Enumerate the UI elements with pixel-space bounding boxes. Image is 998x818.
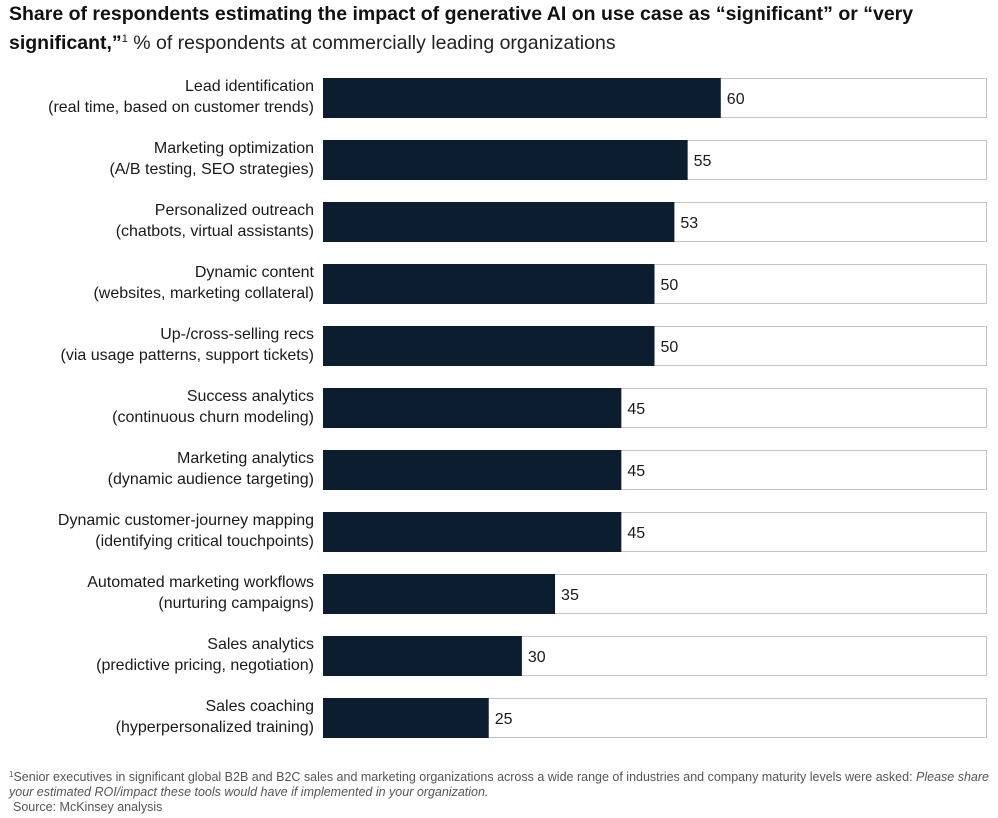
bar <box>323 512 622 552</box>
category-sublabel: (identifying critical touchpoints) <box>95 533 314 550</box>
bar-value-label: 45 <box>627 401 645 418</box>
source-note: Source: McKinsey analysis <box>13 800 163 814</box>
bar-value-label: 45 <box>627 525 645 542</box>
bar <box>323 202 675 242</box>
bar-row: 45 Success analytics (continuous churn mod… <box>112 388 987 428</box>
category-label: Success analytics <box>187 388 314 405</box>
bar-value-label: 55 <box>694 153 712 170</box>
category-sublabel: (A/B testing, SEO strategies) <box>109 161 314 178</box>
category-label: Lead identification <box>185 78 314 95</box>
category-sublabel: (dynamic audience targeting) <box>108 471 314 488</box>
category-label: Sales coaching <box>205 698 314 715</box>
bar <box>323 450 622 490</box>
bar-value-label: 53 <box>680 215 698 232</box>
bar-value-label: 50 <box>661 339 679 356</box>
bar <box>323 78 721 118</box>
bar <box>323 574 556 614</box>
footnote: 1Senior executives in significant global… <box>9 767 994 800</box>
category-sublabel: (predictive pricing, negotiation) <box>96 657 314 674</box>
bar-row: 50 Dynamic content (websites, marketing co… <box>93 264 987 304</box>
category-label: Personalized outreach <box>155 202 314 219</box>
bar-row: 30 Sales analytics (predictive pricing, ne… <box>96 636 987 676</box>
bar-row: 45 Dynamic customer-journey mapping (ident… <box>58 512 987 552</box>
footnote-question: Please share your estimated ROI/impact t… <box>9 770 989 799</box>
bar-row: 45 Marketing analytics (dynamic audience t… <box>108 450 987 490</box>
category-sublabel: (continuous churn modeling) <box>112 409 314 426</box>
category-label: Dynamic content <box>195 264 315 281</box>
bar-chart: 60 Lead identification (real time, based o… <box>48 78 987 738</box>
category-label: Up-/cross-selling recs <box>160 326 314 343</box>
footnote-marker: 1 <box>9 770 14 779</box>
bar-row: 25 Sales coaching (hyperpersonalized train… <box>116 698 987 738</box>
footnote-text: Senior executives in significant global … <box>13 770 917 784</box>
chart-title-text: Share of respondents estimating the impa… <box>9 3 914 54</box>
bar <box>323 326 655 366</box>
bar-row: 50 Up-/cross-selling recs (via usage patte… <box>61 326 987 366</box>
category-label: Sales analytics <box>207 636 314 653</box>
bar-value-label: 60 <box>727 91 745 108</box>
category-label: Automated marketing workflows <box>87 574 314 591</box>
bar <box>323 636 522 676</box>
bar-value-label: 30 <box>528 649 546 666</box>
bar-row: 60 Lead identification (real time, based o… <box>48 78 987 118</box>
bar-row: 35 Automated marketing workflows (nurturin… <box>87 574 987 614</box>
category-label: Marketing analytics <box>177 450 314 467</box>
category-sublabel: (via usage patterns, support tickets) <box>61 347 314 364</box>
bar-value-label: 50 <box>661 277 679 294</box>
chart-subtitle: % of respondents at commercially leading… <box>133 32 616 54</box>
category-sublabel: (nurturing campaigns) <box>158 595 314 612</box>
bar <box>323 140 688 180</box>
category-sublabel: (hyperpersonalized training) <box>116 719 314 736</box>
bar-row: 53 Personalized outreach (chatbots, virtua… <box>116 202 987 242</box>
category-label: Dynamic customer-journey mapping <box>58 512 314 529</box>
bar <box>323 698 489 738</box>
chart-title: Share of respondents estimating the impa… <box>9 2 989 56</box>
category-sublabel: (chatbots, virtual assistants) <box>116 223 314 240</box>
bar-value-label: 45 <box>627 463 645 480</box>
category-label: Marketing optimization <box>154 140 314 157</box>
bar <box>323 388 622 428</box>
bar-value-label: 35 <box>561 587 579 604</box>
category-sublabel: (real time, based on customer trends) <box>48 99 314 116</box>
bar <box>323 264 655 304</box>
title-footnote-marker: 1 <box>121 33 128 45</box>
category-sublabel: (websites, marketing collateral) <box>93 285 314 302</box>
bar-value-label: 25 <box>495 711 513 728</box>
bar-row: 55 Marketing optimization (A/B testing, SE… <box>109 140 987 180</box>
